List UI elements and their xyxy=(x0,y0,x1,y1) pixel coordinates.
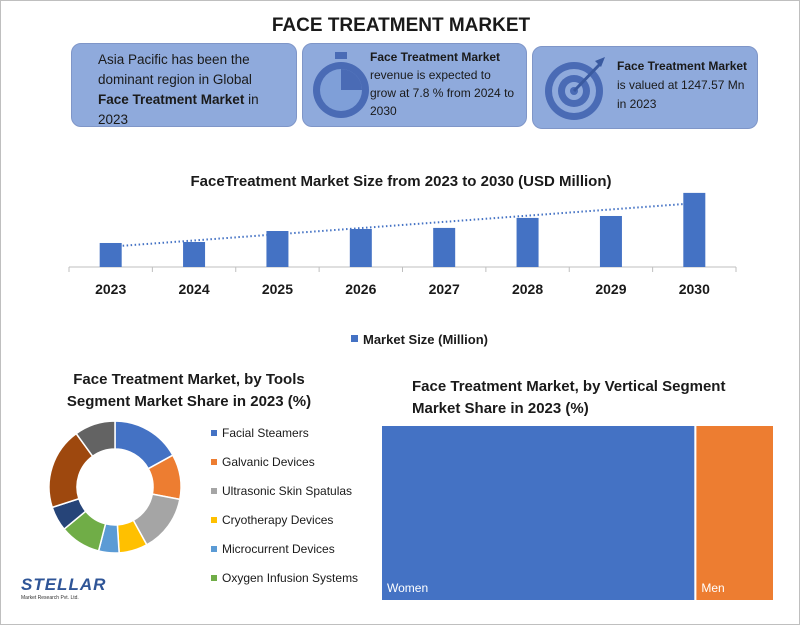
legend-swatch xyxy=(211,430,217,436)
info-text: is valued at 1247.57 Mn in 2023 xyxy=(617,78,745,111)
legend-label: Facial Steamers xyxy=(222,426,309,440)
x-tick-label: 2026 xyxy=(345,281,376,297)
treemap-label: Men xyxy=(701,581,724,595)
legend-label: Ultrasonic Skin Spatulas xyxy=(222,484,352,498)
x-tick-label: 2029 xyxy=(595,281,626,297)
bar xyxy=(349,228,372,267)
target-icon xyxy=(545,57,605,120)
legend-swatch xyxy=(351,335,358,342)
legend-swatch xyxy=(211,546,217,552)
chart-title: Face Treatment Market, by Vertical Segme… xyxy=(412,378,726,417)
x-tick-label: 2027 xyxy=(429,281,460,297)
info-box: Face Treatment Market is valued at 1247.… xyxy=(532,46,758,129)
bar xyxy=(599,215,622,267)
bar xyxy=(183,241,206,267)
pie-slice xyxy=(75,420,116,458)
info-text: Asia Pacific has been the dominant regio… xyxy=(98,52,252,87)
x-tick-label: 2023 xyxy=(95,281,126,297)
info-box: Face Treatment Market revenue is expecte… xyxy=(302,43,527,127)
legend-label: Microcurrent Devices xyxy=(222,542,335,556)
legend-label: Market Size (Million) xyxy=(363,332,488,347)
treemap-cell xyxy=(380,424,697,602)
treemap-cell xyxy=(694,424,776,602)
bar xyxy=(433,227,456,267)
legend-label: Oxygen Infusion Systems xyxy=(222,571,358,585)
x-tick-label: 2028 xyxy=(512,281,543,297)
x-tick-label: 2024 xyxy=(178,281,209,297)
logo: STELLAR Market Research Pvt. Ltd. xyxy=(21,575,111,601)
info-bold: Face Treatment Market xyxy=(617,59,748,73)
treemap-label: Women xyxy=(387,581,428,595)
info-text: revenue is expected to grow at 7.8 % fro… xyxy=(370,68,515,118)
info-bold: Face Treatment Market xyxy=(370,50,501,64)
legend-swatch xyxy=(211,517,217,523)
legend-swatch xyxy=(211,488,217,494)
trendline xyxy=(110,202,695,248)
chart-title: Face Treatment Market, by Tools Segment … xyxy=(66,371,312,410)
bar xyxy=(683,192,706,267)
bar xyxy=(99,242,122,267)
legend-label: Galvanic Devices xyxy=(222,455,315,469)
chart-title: FaceTreatment Market Size from 2023 to 2… xyxy=(190,173,612,190)
info-bold: Face Treatment Market xyxy=(98,92,245,107)
legend-swatch xyxy=(211,459,217,465)
info-box: Asia Pacific has been the dominant regio… xyxy=(71,43,297,127)
bar xyxy=(516,217,539,267)
legend-label: Cryotherapy Devices xyxy=(222,513,333,527)
x-tick-label: 2030 xyxy=(679,281,710,297)
info-text: in 2023 xyxy=(98,92,259,127)
x-tick-label: 2025 xyxy=(262,281,293,297)
legend-swatch xyxy=(211,575,217,581)
page-title: FACE TREATMENT MARKET xyxy=(271,15,531,36)
logo-name: STELLAR xyxy=(21,575,107,594)
bar xyxy=(266,231,289,267)
stopwatch-icon xyxy=(313,52,369,118)
logo-tagline: Market Research Pvt. Ltd. xyxy=(21,595,79,601)
